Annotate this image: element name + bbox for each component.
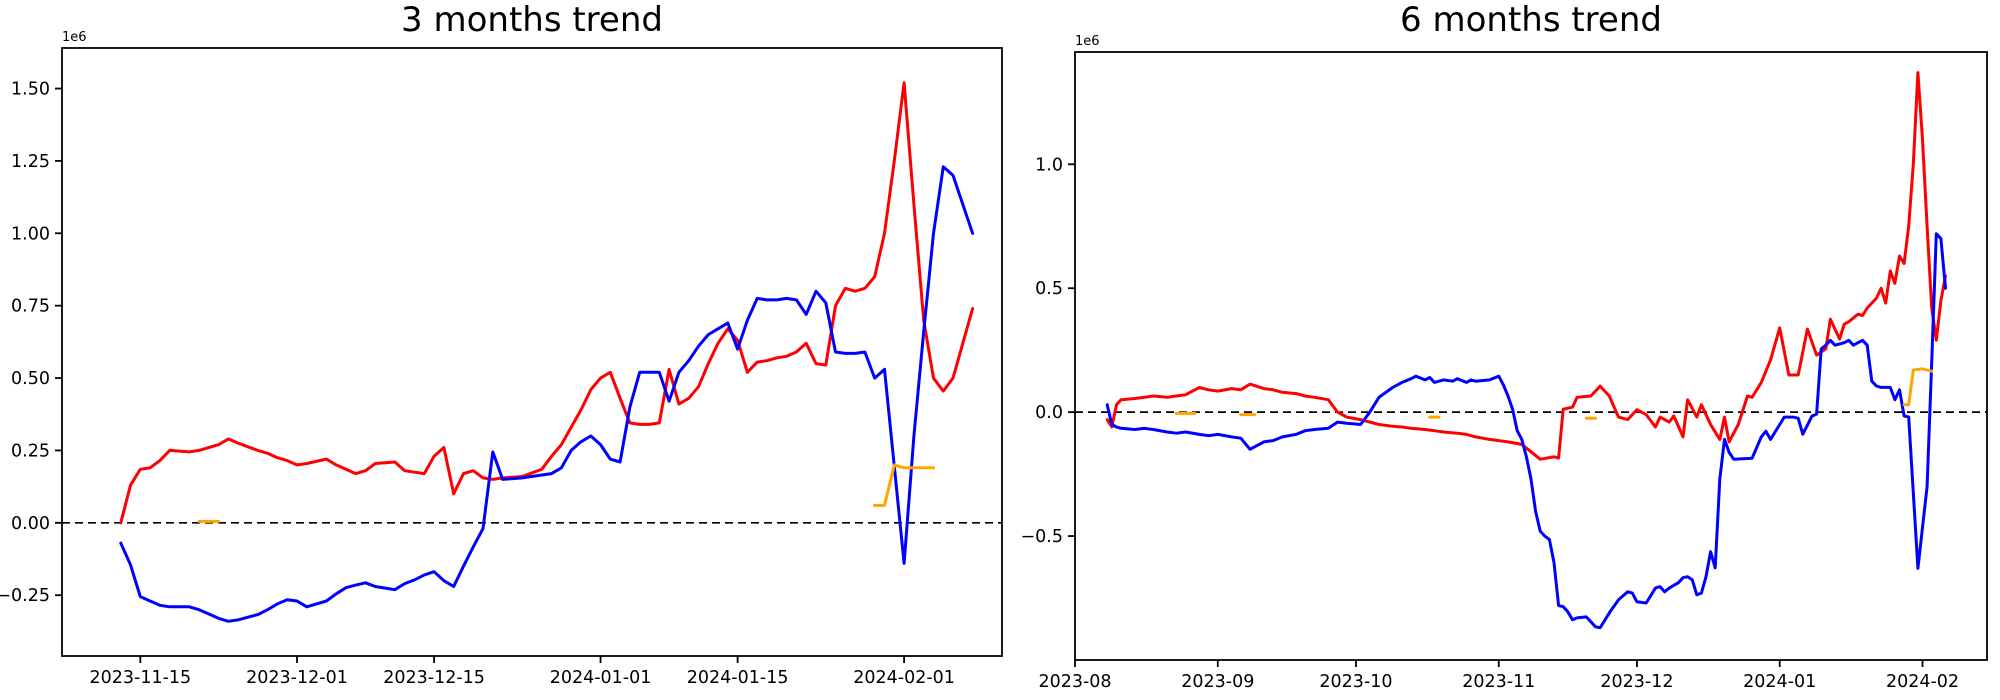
chart-0-y-axis-offset-label: 1e6 [62, 30, 87, 45]
chart-0-x-tick-label: 2024-02-01 [853, 668, 955, 688]
chart-1-x-tick-label: 2023-11 [1462, 672, 1535, 692]
chart-0-y-tick-label: 1.50 [11, 80, 50, 100]
chart-0-plot-border [61, 47, 1003, 657]
chart-0-y-tick-label: 0.75 [11, 297, 50, 317]
chart-1-series-orange-line [1902, 367, 1934, 407]
chart-0-x-tick-label: 2024-01-01 [550, 668, 652, 688]
chart-0-y-tick-label: 1.00 [11, 224, 50, 244]
chart-1-y-tick-label: 0.0 [1035, 403, 1063, 423]
chart-1-series-blue-line [1105, 232, 1947, 630]
chart-1-x-tick-label: 2024-01 [1743, 672, 1816, 692]
chart-1-y-tick-label: −0.5 [1021, 527, 1064, 547]
chart-0-x-tick-label: 2023-12-15 [383, 668, 485, 688]
chart-1-series-red-line [1105, 71, 1947, 461]
chart-1-x-tick-label: 2024-02 [1886, 672, 1959, 692]
chart-1-x-tick-label: 2023-08 [1038, 672, 1111, 692]
chart-0-y-tick-label: 0.25 [11, 441, 50, 461]
chart-0-y-tick-label: 0.00 [11, 514, 50, 534]
chart-0-y-tick-label: −0.25 [0, 586, 50, 606]
chart-0-series-blue-line [119, 165, 975, 623]
chart-0-series-orange-line [873, 463, 935, 507]
chart-0-x-tick-label: 2024-01-15 [687, 668, 789, 688]
right-chart-title: 6 months trend [1400, 0, 1662, 40]
chart-0-x-tick-label: 2023-12-01 [246, 668, 348, 688]
left-chart-title: 3 months trend [401, 0, 663, 40]
chart-1-x-tick-label: 2023-12 [1600, 672, 1673, 692]
chart-0-x-tick-label: 2023-11-15 [89, 668, 191, 688]
chart-1-y-tick-label: 1.0 [1035, 155, 1063, 175]
chart-1-x-tick-label: 2023-10 [1319, 672, 1392, 692]
chart-0-series-red-line [119, 81, 975, 525]
chart-1-y-tick-label: 0.5 [1035, 279, 1063, 299]
chart-0-y-tick-label: 1.25 [11, 152, 50, 172]
chart-1-x-tick-label: 2023-09 [1181, 672, 1254, 692]
chart-0-y-tick-label: 0.50 [11, 369, 50, 389]
chart-1-plot-border [1074, 51, 1988, 661]
chart-1-y-axis-offset-label: 1e6 [1075, 34, 1100, 49]
